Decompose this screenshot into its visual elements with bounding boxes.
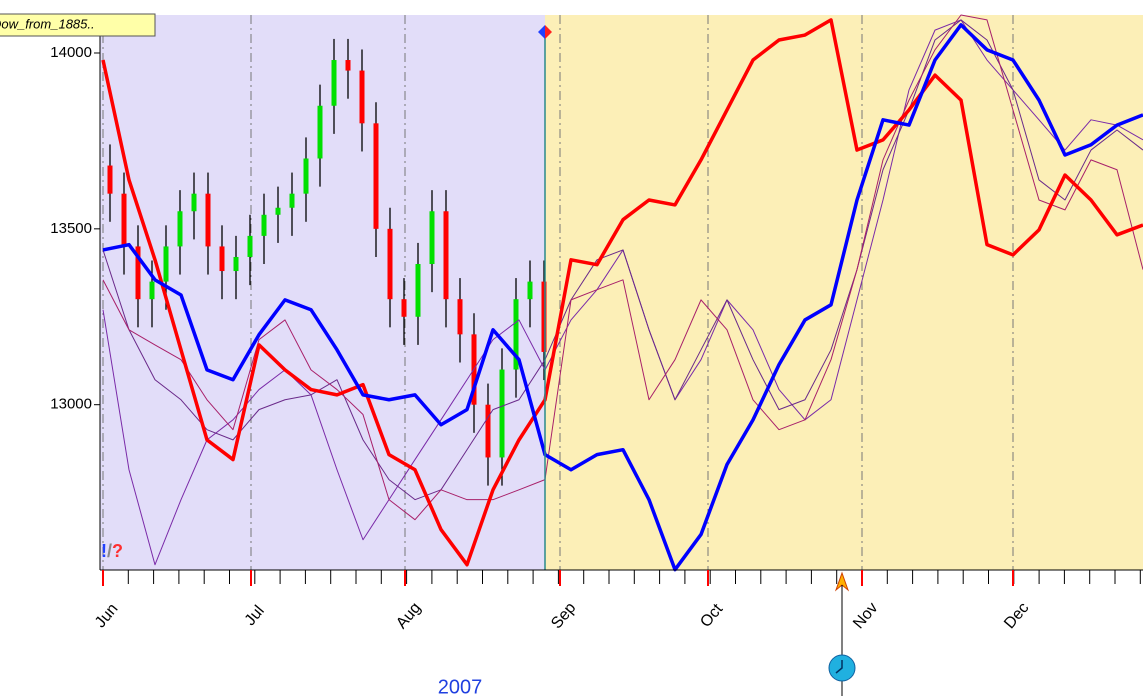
x-tick-label: Nov bbox=[850, 599, 881, 632]
forecast-line bbox=[102, 14, 1143, 521]
x-tick-label: Oct bbox=[697, 600, 726, 630]
candle-body bbox=[121, 193, 127, 247]
candle-body bbox=[499, 369, 505, 458]
candle-body bbox=[191, 193, 197, 212]
tag-label[interactable]: Dow_from_1885.. bbox=[0, 16, 95, 31]
candle-body bbox=[415, 264, 421, 317]
year-label: 2007 bbox=[438, 676, 483, 696]
candle-body bbox=[275, 207, 281, 215]
candle-body bbox=[135, 246, 141, 300]
x-tick-label: Jul bbox=[242, 603, 268, 630]
candle-body bbox=[107, 165, 113, 194]
x-tick-label: Aug bbox=[393, 599, 424, 632]
candle-body bbox=[289, 193, 295, 208]
x-tick-label: Dec bbox=[1001, 599, 1032, 632]
candle-body bbox=[401, 299, 407, 317]
candle-body bbox=[247, 235, 253, 257]
candle-body bbox=[177, 211, 183, 247]
history-area bbox=[100, 15, 545, 570]
candle-body bbox=[331, 60, 337, 106]
x-tick-label: Sep bbox=[548, 599, 579, 632]
corner-mark[interactable]: !/? bbox=[101, 541, 123, 561]
mark-part: / bbox=[107, 541, 112, 561]
candle-body bbox=[457, 299, 463, 335]
candle-body bbox=[513, 299, 519, 370]
clock-hands bbox=[835, 660, 843, 674]
candle-body bbox=[373, 123, 379, 229]
candle-body bbox=[149, 281, 155, 300]
today-marker[interactable] bbox=[545, 25, 552, 39]
forecast-area bbox=[545, 15, 1143, 570]
candle-body bbox=[485, 404, 491, 458]
candle-body bbox=[359, 70, 365, 124]
today-marker[interactable] bbox=[538, 25, 545, 39]
candle-body bbox=[219, 246, 225, 272]
candle-body bbox=[205, 193, 211, 247]
candle-body bbox=[387, 228, 393, 300]
candle-body bbox=[163, 246, 169, 282]
candle-body bbox=[541, 281, 547, 352]
candle-body bbox=[317, 105, 323, 159]
forecast-line bbox=[102, 23, 1143, 572]
mark-part: ? bbox=[112, 541, 123, 561]
candle-body bbox=[233, 256, 239, 272]
forecast-line bbox=[101, 18, 1143, 567]
y-tick-label: 13000 bbox=[50, 396, 92, 413]
candle-body bbox=[345, 60, 351, 71]
candle-body bbox=[429, 211, 435, 265]
x-tick-label: Jun bbox=[92, 600, 122, 631]
mark-part: ! bbox=[101, 541, 107, 561]
candle-body bbox=[527, 281, 533, 300]
candle-body bbox=[443, 211, 449, 300]
candle-body bbox=[261, 214, 267, 236]
y-tick-label: 13500 bbox=[50, 220, 92, 237]
tag-box[interactable] bbox=[0, 13, 156, 37]
forecast-line bbox=[102, 19, 1143, 501]
candle-body bbox=[303, 158, 309, 194]
y-tick-label: 14000 bbox=[50, 44, 92, 61]
